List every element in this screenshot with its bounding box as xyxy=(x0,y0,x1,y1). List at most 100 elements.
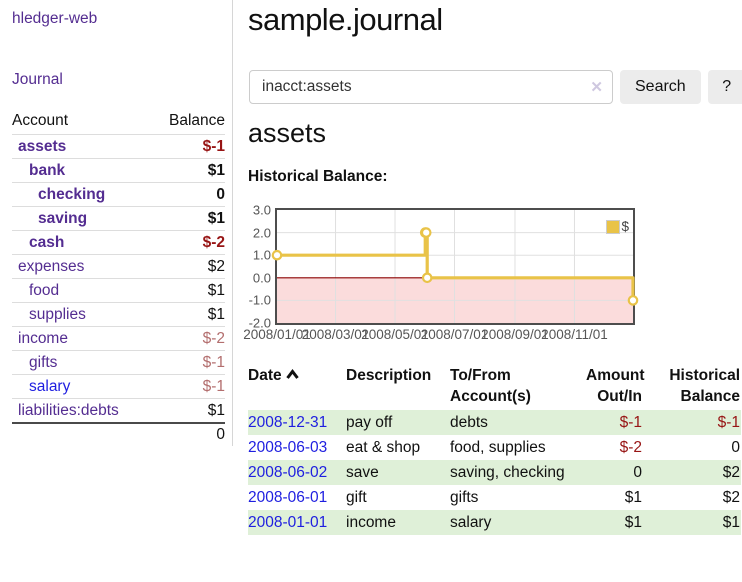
account-link[interactable]: food xyxy=(29,282,60,299)
account-balance: $1 xyxy=(151,302,225,327)
account-balance: $1 xyxy=(151,206,225,231)
transaction-date-link[interactable]: 2008-06-01 xyxy=(248,489,328,506)
account-column-header: Account xyxy=(12,110,152,135)
account-balance: 0 xyxy=(151,182,225,207)
transaction-description: income xyxy=(346,514,396,531)
x-axis-tick-label: 2008/03/01 xyxy=(301,327,370,342)
balance-column-header: Balance xyxy=(151,110,225,135)
account-link[interactable]: cash xyxy=(29,234,65,251)
transaction-date-link[interactable]: 2008-06-03 xyxy=(248,439,328,456)
transaction-row: 2008-06-03 eat & shop food, supplies $-2 0 xyxy=(248,435,741,460)
y-axis-tick-label: -2.0 xyxy=(248,315,271,331)
transaction-balance: $1 xyxy=(722,514,740,531)
account-link[interactable]: saving xyxy=(38,210,88,227)
plot-area: $ 3.0 2.0 1.0 0.0 -1.0 -2.0 2008/01/01 2008/03/… xyxy=(243,203,639,342)
transaction-description: eat & shop xyxy=(346,439,421,456)
account-link[interactable]: liabilities:debts xyxy=(18,402,119,419)
account-balance: $-1 xyxy=(151,350,225,375)
search-input[interactable] xyxy=(249,70,613,104)
account-link[interactable]: salary xyxy=(29,378,71,395)
sort-ascending-icon xyxy=(285,369,299,379)
account-tree: Account Balance assets $-1 bank $1 checking 0… xyxy=(12,110,225,446)
search-input-wrap: ✕ xyxy=(249,70,613,104)
historical-balance-chart: $ 3.0 2.0 1.0 0.0 -1.0 -2.0 2008/01/01 2008/03/… xyxy=(243,200,742,352)
x-axis-tick-label: 2008/01/01 xyxy=(243,327,311,342)
x-axis-tick-label: 2008/11/01 xyxy=(541,327,608,342)
accounts-column-header: To/From Account(s) xyxy=(450,367,531,405)
account-total-balance: 0 xyxy=(151,422,225,446)
legend-swatch-icon xyxy=(606,219,621,234)
y-axis-tick-label: 2.0 xyxy=(252,225,271,241)
transaction-balance: $2 xyxy=(722,464,740,481)
description-column-header: Description xyxy=(346,367,432,384)
main-content: sample.journal ✕ Search ? assets Histori… xyxy=(243,0,742,582)
account-row: income $-2 xyxy=(12,326,225,351)
transaction-accounts: salary xyxy=(450,514,492,531)
account-tree-header: Account Balance xyxy=(12,110,225,135)
register-header-row: Date Description To/From Account(s) Amou… xyxy=(248,364,741,410)
account-link[interactable]: expenses xyxy=(18,258,85,275)
account-balance: $1 xyxy=(151,278,225,303)
y-axis-tick-label: 0.0 xyxy=(252,270,271,286)
transaction-description: pay off xyxy=(346,414,393,431)
transaction-balance: 0 xyxy=(731,439,740,456)
transaction-date-link[interactable]: 2008-12-31 xyxy=(248,414,328,431)
amount-column-header: Amount Out/In xyxy=(586,367,645,405)
transaction-date-link[interactable]: 2008-01-01 xyxy=(248,514,328,531)
transaction-row: 2008-01-01 income salary $1 $1 xyxy=(248,510,741,535)
account-heading: assets xyxy=(248,118,327,148)
account-link[interactable]: supplies xyxy=(29,306,86,323)
sidebar: hledger-web Journal Account Balance asse… xyxy=(0,0,233,446)
account-row: saving $1 xyxy=(12,206,225,231)
register-body: 2008-12-31 pay off debts $-1 $-1 2008-06-03 ea… xyxy=(248,410,741,535)
transaction-description: save xyxy=(346,464,379,481)
y-axis-tick-label: 1.0 xyxy=(252,247,271,263)
transaction-amount: $1 xyxy=(624,514,642,531)
account-balance: $-2 xyxy=(151,326,225,351)
clear-search-icon[interactable]: ✕ xyxy=(590,79,603,96)
account-balance: $2 xyxy=(151,254,225,279)
brand-link[interactable]: hledger-web xyxy=(12,10,98,27)
account-total-row: 0 xyxy=(12,422,225,446)
chart-canvas xyxy=(271,210,639,323)
y-axis-tick-label: -1.0 xyxy=(248,292,271,308)
register-table: Date Description To/From Account(s) Amou… xyxy=(248,364,741,535)
search-button[interactable]: Search xyxy=(620,70,701,104)
account-link[interactable]: gifts xyxy=(29,354,58,371)
account-link[interactable]: bank xyxy=(29,162,66,179)
sidebar-item-journal[interactable]: Journal xyxy=(12,71,63,88)
transaction-accounts: debts xyxy=(450,414,488,431)
account-row: food $1 xyxy=(12,278,225,303)
x-axis-tick-label: 2008/05/01 xyxy=(361,327,429,342)
account-balance: $1 xyxy=(151,158,225,183)
transaction-amount: $-1 xyxy=(619,414,642,431)
date-column-header[interactable]: Date xyxy=(248,364,346,410)
account-balance: $-2 xyxy=(151,230,225,255)
account-row: salary $-1 xyxy=(12,374,225,399)
transaction-accounts: food, supplies xyxy=(450,439,546,456)
account-row: expenses $2 xyxy=(12,254,225,279)
balance-column-header-register: Historical Balance xyxy=(669,367,740,405)
account-balance: $-1 xyxy=(151,134,225,159)
transaction-accounts: saving, checking xyxy=(450,464,565,481)
account-row: assets $-1 xyxy=(12,134,225,159)
transaction-row: 2008-06-01 gift gifts $1 $2 xyxy=(248,485,741,510)
account-link[interactable]: income xyxy=(18,330,68,347)
page-title: sample.journal xyxy=(248,2,443,37)
account-row: bank $1 xyxy=(12,158,225,183)
transaction-accounts: gifts xyxy=(450,489,479,506)
account-row: checking 0 xyxy=(12,182,225,207)
x-axis-tick-label: 2008/09/01 xyxy=(481,327,549,342)
account-row: supplies $1 xyxy=(12,302,225,327)
account-link[interactable]: checking xyxy=(38,186,106,203)
account-row: liabilities:debts $1 xyxy=(12,398,225,424)
transaction-amount: 0 xyxy=(633,464,642,481)
account-link[interactable]: assets xyxy=(18,138,67,155)
transaction-date-link[interactable]: 2008-06-02 xyxy=(248,464,328,481)
y-axis-tick-label: 3.0 xyxy=(252,202,271,218)
help-button[interactable]: ? xyxy=(707,70,742,104)
legend-label: $ xyxy=(621,219,629,234)
account-balance: $1 xyxy=(151,398,225,424)
transaction-description: gift xyxy=(346,489,367,506)
search-bar: ✕ Search ? xyxy=(249,70,742,104)
